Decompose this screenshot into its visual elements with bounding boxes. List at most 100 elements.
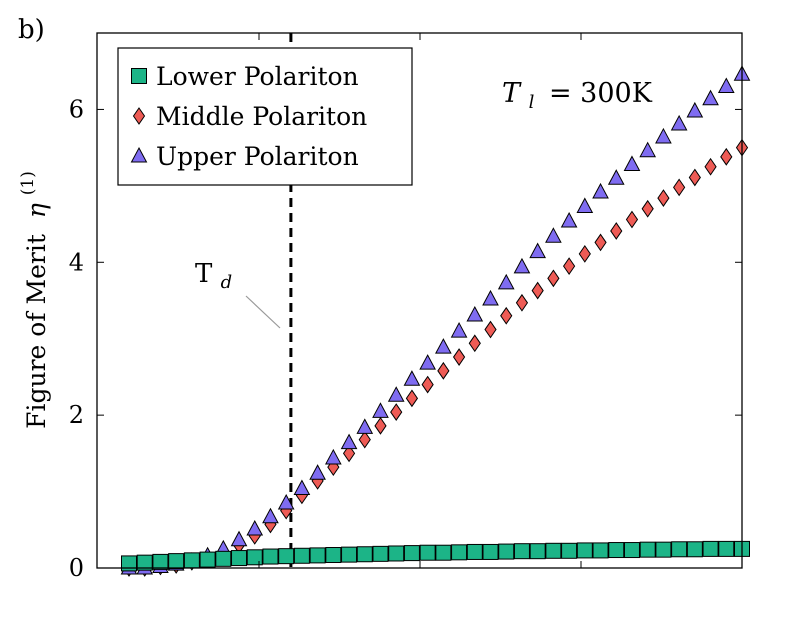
y-tick-label: 4 (69, 248, 84, 276)
point-triangle (340, 433, 358, 450)
point-square (183, 552, 200, 569)
y-axis-label: Figure of Merit η (1) (18, 171, 51, 429)
y-tick-label: 6 (69, 95, 84, 123)
point-triangle (262, 507, 279, 524)
point-triangle (497, 273, 515, 290)
point-square (309, 547, 326, 564)
point-triangle (450, 322, 468, 338)
point-square (576, 542, 593, 559)
axes: 0 2 4 6 (69, 32, 743, 582)
point-diamond (578, 244, 591, 263)
point-diamond (562, 257, 576, 275)
threshold-label: T d (195, 259, 232, 293)
point-square (199, 551, 216, 568)
point-square (136, 554, 153, 571)
point-square (498, 543, 515, 560)
point-diamond (594, 233, 607, 252)
point-triangle (513, 257, 531, 274)
point-triangle (293, 479, 311, 496)
point-diamond (452, 348, 466, 366)
point-square (388, 545, 405, 562)
point-square (639, 541, 656, 558)
point-triangle (309, 464, 326, 480)
point-square (121, 555, 137, 572)
point-square (561, 542, 578, 559)
point-diamond (673, 178, 686, 197)
point-square (246, 549, 263, 566)
point-diamond (531, 281, 544, 300)
point-diamond (390, 403, 403, 421)
point-triangle (655, 127, 672, 144)
point-triangle (545, 227, 562, 243)
point-square (293, 547, 310, 564)
point-triangle (246, 519, 264, 536)
legend: Lower Polariton Middle Polariton Upper Pol… (117, 47, 413, 186)
point-diamond (468, 334, 481, 353)
point-triangle (670, 114, 688, 131)
point-triangle (403, 370, 421, 386)
point-triangle (466, 305, 484, 322)
point-triangle (607, 169, 625, 185)
point-square (655, 541, 672, 558)
point-diamond (641, 199, 654, 218)
point-diamond (515, 293, 529, 312)
point-triangle (686, 101, 704, 118)
point-square (623, 542, 640, 559)
legend-marker-square (131, 68, 147, 84)
point-triangle (387, 386, 405, 402)
point-square (372, 545, 389, 562)
point-square (231, 550, 248, 567)
point-triangle (277, 493, 295, 510)
point-diamond (547, 269, 560, 288)
point-square (671, 541, 688, 558)
point-diamond (405, 389, 419, 408)
point-triangle (702, 89, 719, 106)
point-square (435, 544, 452, 561)
point-square (325, 547, 342, 564)
point-square (152, 553, 169, 570)
y-tick-label: 2 (69, 401, 84, 429)
series-triangle (120, 65, 751, 575)
threshold-label-pointer (245, 295, 281, 329)
point-triangle (230, 530, 248, 547)
point-square (341, 546, 358, 563)
point-diamond (657, 189, 670, 207)
point-square (168, 553, 185, 570)
point-triangle (623, 155, 641, 171)
temperature-annotation-lhs: T (502, 78, 522, 109)
point-square (451, 544, 468, 561)
legend-marker-diamond (132, 107, 146, 125)
point-square (686, 541, 703, 558)
point-triangle (576, 197, 594, 213)
point-diamond (625, 210, 639, 229)
point-diamond (484, 320, 497, 339)
point-square (529, 543, 546, 560)
panel-label: b) (18, 15, 45, 45)
temperature-annotation: T l = 300K (502, 78, 653, 115)
y-axis-label-superscript: (1) (18, 171, 38, 195)
point-triangle (529, 242, 547, 259)
point-diamond (720, 147, 733, 166)
series-square (121, 540, 750, 572)
point-diamond (437, 361, 450, 380)
point-triangle (639, 141, 657, 158)
threshold-label-main: T (195, 259, 213, 289)
point-square (545, 542, 562, 559)
temperature-annotation-sub: l (529, 92, 535, 113)
series-diamond (122, 138, 749, 577)
point-square (262, 548, 279, 565)
point-square (356, 546, 373, 563)
point-square (403, 545, 420, 562)
point-square (592, 542, 609, 559)
point-square (718, 540, 735, 557)
point-square (482, 543, 499, 560)
point-triangle (372, 402, 389, 418)
point-square (702, 540, 719, 557)
legend-label: Upper Polariton (156, 142, 359, 171)
point-triangle (560, 211, 578, 228)
point-square (278, 548, 295, 565)
point-triangle (717, 77, 735, 93)
point-triangle (419, 354, 436, 370)
